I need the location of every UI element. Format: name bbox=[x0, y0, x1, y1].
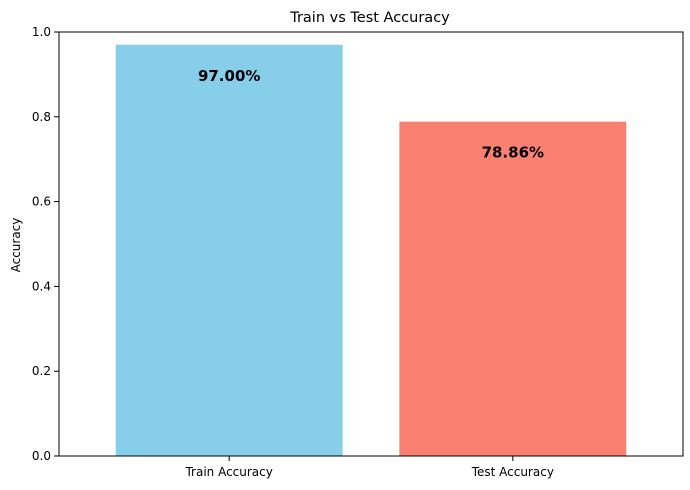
y-tick-label: 0.4 bbox=[32, 279, 51, 293]
data-label: 97.00% bbox=[198, 67, 260, 85]
y-axis-label: Accuracy bbox=[9, 218, 23, 273]
y-tick-label: 0.2 bbox=[32, 364, 51, 378]
y-tick-label: 0.8 bbox=[32, 110, 51, 124]
x-tick-label: Test Accuracy bbox=[471, 465, 554, 479]
y-tick-label: 0.6 bbox=[32, 195, 51, 209]
bar-train-accuracy bbox=[115, 44, 343, 456]
y-tick-label: 1.0 bbox=[32, 25, 51, 39]
data-label: 78.86% bbox=[482, 144, 544, 162]
chart-title: Train vs Test Accuracy bbox=[289, 10, 450, 26]
x-tick-label: Train Accuracy bbox=[184, 465, 272, 479]
plot-area: 97.00% Train Accuracy 78.86% Test Accuracy 0… bbox=[32, 25, 684, 479]
y-tick-label: 0.0 bbox=[32, 449, 51, 463]
bar-test-accuracy bbox=[399, 121, 627, 456]
axes-frame bbox=[58, 31, 684, 457]
